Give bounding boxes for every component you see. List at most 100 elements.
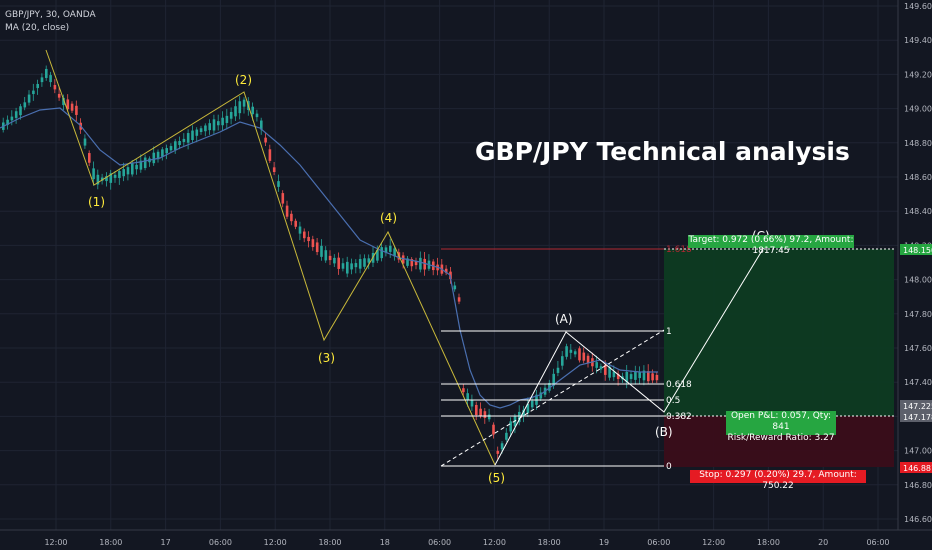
candle-body bbox=[363, 258, 366, 267]
candle-body bbox=[92, 168, 95, 180]
time-tick: 12:00 bbox=[264, 538, 287, 547]
candle-body bbox=[500, 443, 504, 450]
candle-body bbox=[178, 141, 181, 146]
candle-body bbox=[307, 236, 310, 242]
price-tick: 149.400 bbox=[904, 36, 932, 45]
candle-body bbox=[453, 285, 457, 290]
candle-body bbox=[311, 239, 315, 248]
indicator-header[interactable]: MA (20, close) bbox=[5, 23, 70, 33]
candle-body bbox=[10, 116, 14, 121]
candle-body bbox=[238, 101, 242, 114]
candle-body bbox=[595, 362, 598, 368]
candle-body bbox=[328, 255, 332, 261]
price-tick: 146.600 bbox=[904, 515, 932, 524]
candle-body bbox=[290, 213, 293, 222]
candle-body bbox=[182, 138, 186, 142]
candle-body bbox=[475, 404, 478, 416]
candle-body bbox=[204, 125, 207, 132]
candle-body bbox=[483, 411, 487, 418]
candle-body bbox=[651, 373, 654, 381]
time-tick: 18 bbox=[380, 538, 390, 547]
candle-body bbox=[367, 258, 371, 263]
price-axis[interactable]: 149.600 149.400 149.200 149.000 148.800 148.6… bbox=[904, 2, 932, 524]
candle-body bbox=[466, 393, 469, 401]
time-tick: 06:00 bbox=[647, 538, 670, 547]
price-tick: 147.400 bbox=[904, 378, 932, 387]
price-tick: 147.800 bbox=[904, 310, 932, 319]
candle-body bbox=[260, 120, 263, 130]
time-tick: 06:00 bbox=[428, 538, 451, 547]
candle-body bbox=[135, 164, 138, 170]
time-tick: 12:00 bbox=[702, 538, 725, 547]
fib-label-1618: 1.618 bbox=[666, 245, 692, 255]
elliott-corrective-wave bbox=[494, 243, 767, 466]
price-badge-target bbox=[900, 244, 932, 255]
candle-body bbox=[582, 352, 586, 361]
price-badge-entry-label: 147.178 bbox=[903, 413, 932, 422]
candle-body bbox=[96, 174, 100, 185]
candle-body bbox=[109, 173, 113, 183]
candle-body bbox=[539, 392, 543, 399]
candle-body bbox=[376, 249, 379, 261]
candle-body bbox=[337, 257, 340, 269]
candle-body bbox=[389, 245, 392, 252]
candle-body bbox=[638, 372, 641, 379]
moving-average-line bbox=[0, 107, 658, 409]
candle-body bbox=[548, 383, 551, 391]
fib-label-05: 0.5 bbox=[666, 396, 680, 406]
candle-body bbox=[565, 346, 568, 357]
candle-body bbox=[40, 77, 44, 83]
candle-body bbox=[324, 250, 328, 261]
candle-body bbox=[294, 220, 297, 227]
candle-body bbox=[406, 258, 409, 266]
wave-label-1: (1) bbox=[88, 195, 105, 209]
candle-body bbox=[229, 111, 233, 119]
candle-body bbox=[358, 258, 362, 269]
price-badge-current bbox=[900, 400, 932, 411]
candle-body bbox=[578, 348, 581, 361]
candle-body bbox=[36, 83, 39, 89]
candle-body bbox=[255, 113, 259, 118]
time-tick: 17 bbox=[161, 538, 171, 547]
candle-body bbox=[208, 123, 211, 131]
price-tick: 148.000 bbox=[904, 276, 932, 285]
candle-body bbox=[156, 151, 160, 160]
candle-body bbox=[599, 366, 603, 370]
candle-body bbox=[410, 259, 414, 267]
candle-body bbox=[45, 68, 48, 78]
time-axis[interactable]: 12:00 18:00 17 06:00 12:00 18:00 18 06:00 12:00 1… bbox=[44, 538, 889, 547]
candle-body bbox=[27, 94, 31, 103]
symbol-header[interactable]: GBP/JPY, 30, OANDA bbox=[5, 10, 96, 20]
candle-body bbox=[346, 261, 349, 274]
wave-label-3: (3) bbox=[318, 351, 335, 365]
candle-body bbox=[625, 371, 629, 383]
candle-body bbox=[161, 149, 164, 157]
wave-label-2: (2) bbox=[235, 73, 252, 87]
candle-body bbox=[62, 97, 65, 106]
price-tick: 149.600 bbox=[904, 2, 932, 11]
time-tick: 18:00 bbox=[318, 538, 341, 547]
candle-body bbox=[66, 99, 70, 110]
price-tick: 149.000 bbox=[904, 105, 932, 114]
candle-body bbox=[195, 129, 199, 136]
candle-body bbox=[298, 226, 302, 234]
price-badge-entry bbox=[900, 411, 932, 422]
candle-body bbox=[199, 128, 203, 132]
candle-body bbox=[75, 105, 78, 115]
candle-body bbox=[561, 356, 564, 366]
candle-body bbox=[242, 99, 246, 107]
fib-label-0618: 0.618 bbox=[666, 380, 692, 390]
candle-body bbox=[629, 374, 633, 379]
time-tick: 06:00 bbox=[866, 538, 889, 547]
candle-body bbox=[586, 355, 590, 364]
candle-body bbox=[496, 450, 500, 454]
candle-body bbox=[462, 388, 465, 393]
time-tick: 12:00 bbox=[483, 538, 506, 547]
candle-body bbox=[303, 231, 306, 239]
candle-body bbox=[457, 297, 461, 302]
candle-body bbox=[225, 115, 229, 123]
time-tick: 18:00 bbox=[757, 538, 780, 547]
candle-body bbox=[118, 171, 121, 178]
channel-line bbox=[440, 329, 665, 467]
